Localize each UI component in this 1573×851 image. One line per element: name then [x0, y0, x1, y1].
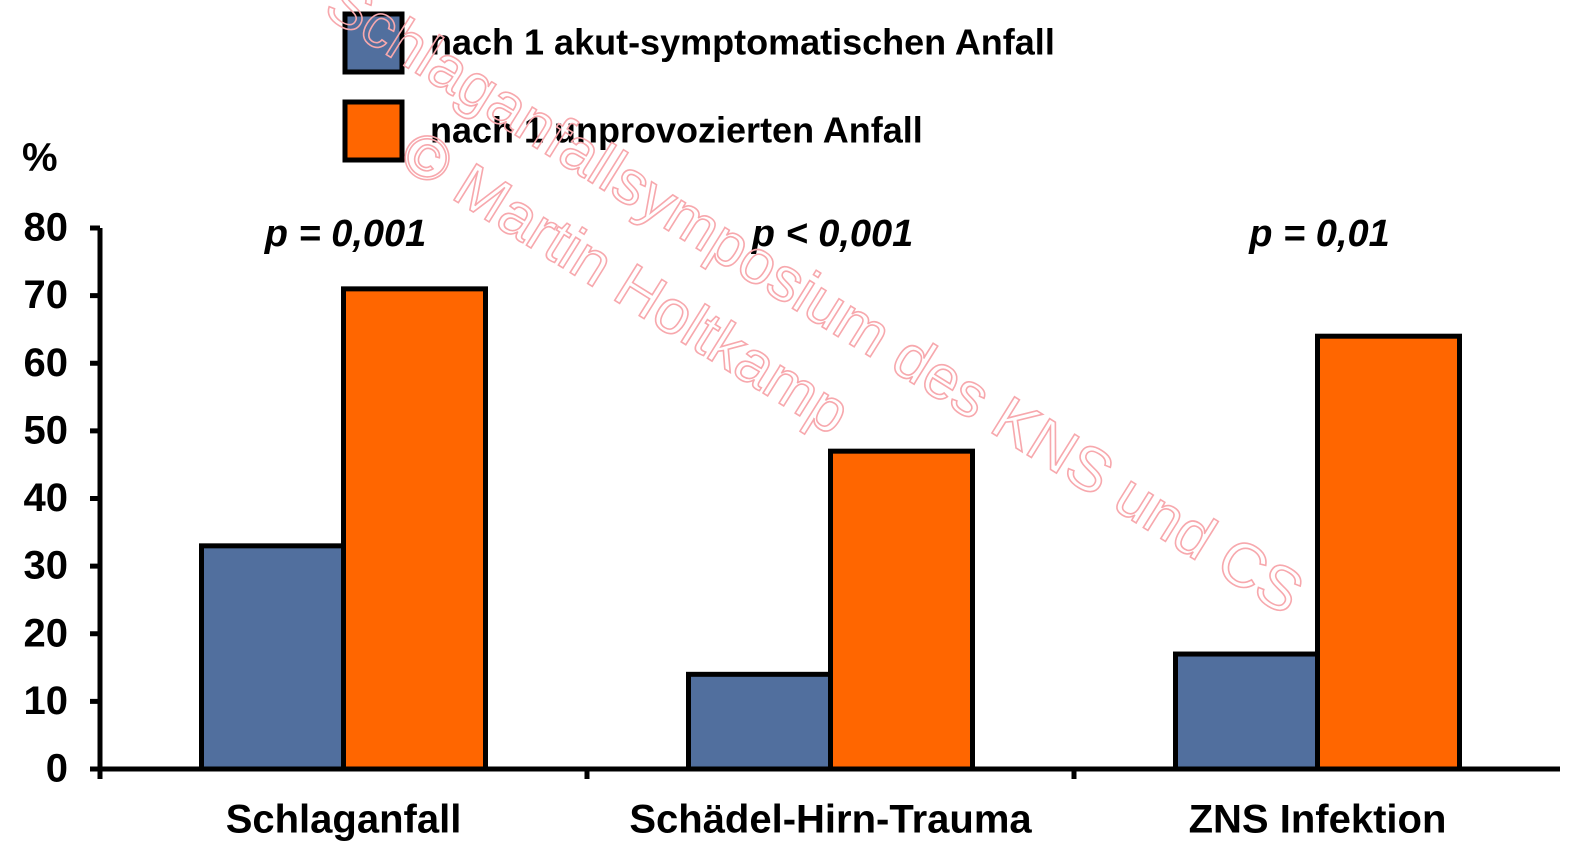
x-tick-label: Schlaganfall [226, 798, 462, 842]
x-tick-label: Schädel-Hirn-Trauma [629, 798, 1032, 842]
bar [341, 286, 488, 772]
bar [828, 448, 975, 772]
y-tick-label: 60 [24, 341, 69, 385]
y-tick-label: 30 [24, 544, 69, 588]
x-tick-label: ZNS Infektion [1189, 798, 1447, 842]
y-tick-label: 20 [24, 611, 69, 655]
bar [199, 543, 346, 772]
bar [686, 671, 833, 772]
y-tick-label: 0 [46, 747, 68, 791]
y-tick-label: 50 [24, 408, 69, 452]
y-tick-label: 10 [24, 679, 69, 723]
y-tick-label: 70 [24, 273, 69, 317]
legend-label: nach 1 unprovozierten Anfall [430, 110, 923, 151]
y-tick-label: 40 [24, 476, 69, 520]
p-value: p = 0,01 [1248, 213, 1389, 255]
legend-swatch [342, 99, 405, 163]
legend-label: nach 1 akut-symptomatischen Anfall [430, 22, 1055, 63]
p-value: p = 0,001 [264, 213, 427, 255]
p-value: p < 0,001 [751, 213, 914, 255]
y-axis-label: % [22, 136, 58, 180]
legend-swatch [342, 11, 405, 75]
bar [1315, 333, 1462, 772]
bar [1173, 651, 1320, 772]
y-tick-label: 80 [24, 206, 69, 250]
